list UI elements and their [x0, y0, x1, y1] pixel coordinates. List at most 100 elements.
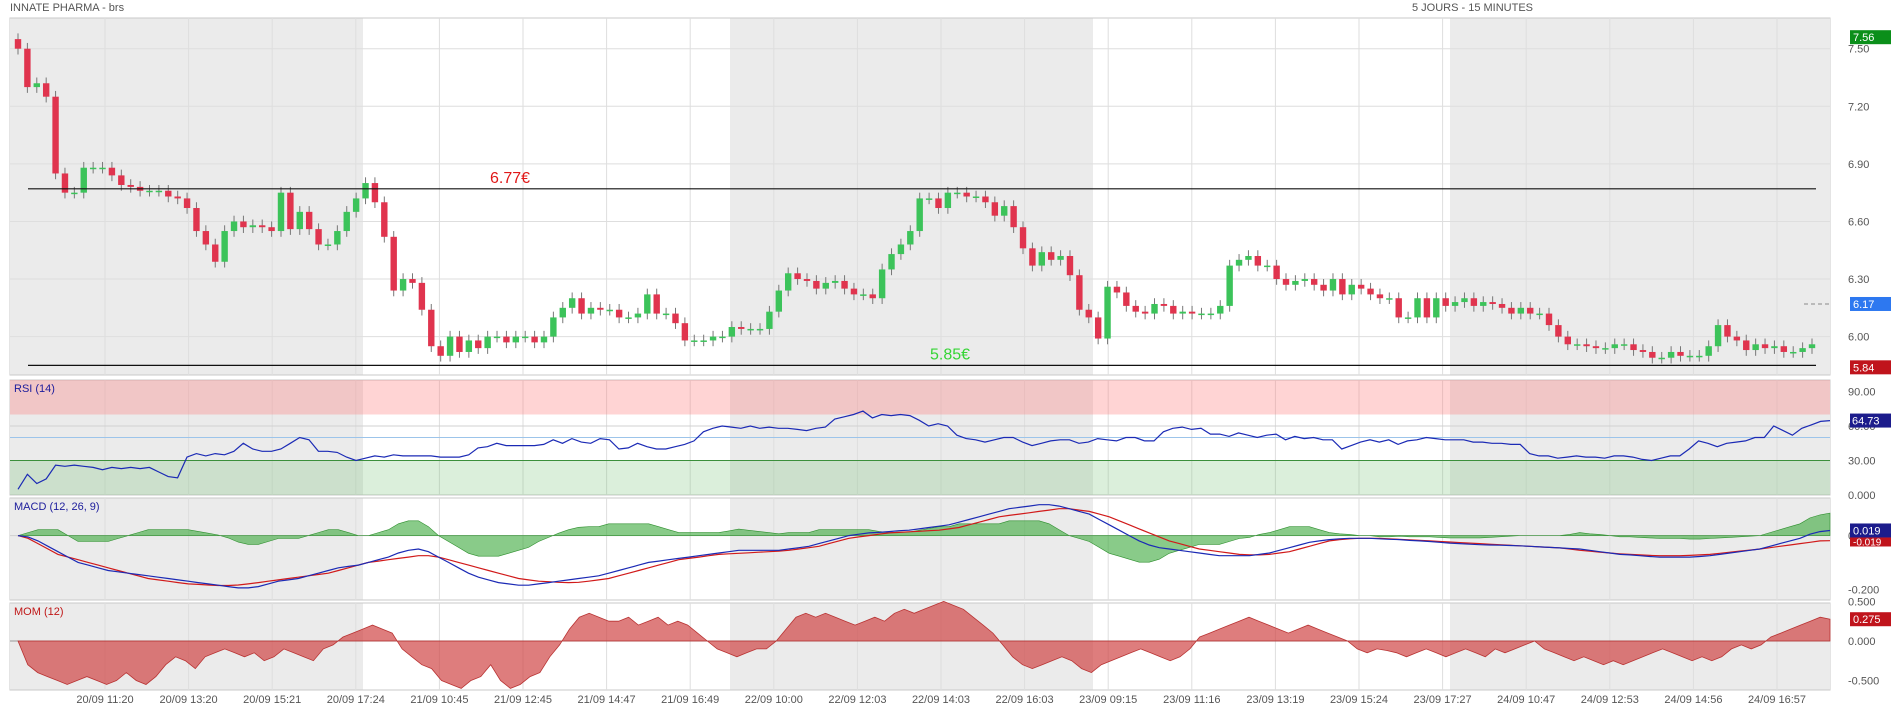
x-tick-label: 23/09 15:24: [1330, 694, 1388, 706]
candle-body: [1310, 279, 1318, 285]
candle-body: [888, 254, 895, 270]
candle-body: [1395, 298, 1402, 318]
candle-body: [597, 307, 604, 310]
candle-body: [1047, 252, 1055, 260]
candle-body: [343, 211, 350, 232]
candle-body: [212, 244, 219, 262]
candle-body: [522, 336, 529, 339]
level-label: 6.77€: [490, 170, 530, 187]
candle-body: [1066, 256, 1074, 276]
candle-body: [1273, 265, 1280, 280]
macd-line: [17, 504, 1831, 589]
x-tick-label: 21/09 10:45: [410, 694, 468, 706]
candle-body: [709, 336, 717, 341]
candle-body: [803, 279, 811, 281]
candle-body: [1808, 344, 1816, 349]
candle-body: [1489, 302, 1496, 304]
candle-body: [860, 294, 867, 296]
candle-body: [362, 183, 369, 199]
candle-body: [165, 190, 172, 197]
candle-body: [991, 202, 999, 216]
candle-body: [1498, 303, 1506, 308]
candle-body: [1179, 311, 1186, 314]
candle-body: [653, 294, 660, 314]
candle-body: [61, 173, 69, 193]
x-tick-label: 20/09 17:24: [327, 694, 385, 706]
macd-y-tick-label: -0.200: [1848, 584, 1879, 596]
candle-body: [1423, 298, 1431, 318]
candle-body: [80, 167, 87, 193]
candle-body: [475, 340, 482, 349]
candle-body: [259, 225, 266, 228]
candle-body: [615, 309, 623, 318]
candle-body: [277, 192, 285, 232]
candle-body: [1376, 294, 1384, 299]
candle-body: [118, 175, 125, 185]
x-tick-label: 23/09 13:19: [1246, 694, 1304, 706]
candle-body: [1282, 279, 1290, 285]
candle-body: [1573, 344, 1581, 346]
candle-body: [1404, 317, 1412, 319]
macd-signal-badge: [1850, 537, 1891, 547]
candle-body: [1564, 336, 1571, 345]
candle-body: [399, 279, 407, 291]
instrument-title: INNATE PHARMA - brs: [10, 2, 125, 14]
candle-body: [1527, 307, 1534, 314]
mom-y-tick-label: -0.500: [1848, 676, 1879, 688]
candle-body: [681, 323, 689, 341]
rsi-y-tick-label: 0.000: [1848, 490, 1876, 502]
candle-body: [1170, 305, 1177, 314]
candle-body: [897, 244, 905, 255]
candle-body: [784, 273, 792, 291]
price-y-tick-label: 6.00: [1848, 332, 1869, 344]
candle-body: [1292, 280, 1299, 285]
candle-body: [568, 298, 576, 308]
candle-body: [352, 198, 360, 212]
candle-body: [146, 190, 153, 193]
candle-body: [1686, 355, 1694, 358]
price-y-tick-label: 7.50: [1848, 44, 1869, 56]
rsi-title: RSI (14): [14, 383, 55, 395]
x-tick-label: 22/09 14:03: [912, 694, 970, 706]
rsi-y-tick-label: 90.00: [1848, 387, 1876, 399]
candle-body: [456, 336, 463, 352]
candle-body: [916, 198, 923, 232]
candle-body: [1771, 346, 1778, 349]
x-tick-label: 20/09 11:20: [76, 694, 133, 706]
candle-body: [831, 280, 839, 283]
period-label[interactable]: 5 JOURS - 15 MINUTES: [1411, 2, 1533, 14]
rsi-badge: [1850, 413, 1891, 428]
candle-body: [1705, 346, 1712, 356]
candle-body: [71, 192, 78, 195]
candle-body: [1517, 307, 1525, 314]
candle-body: [559, 307, 566, 318]
candle-body: [1264, 265, 1271, 268]
candle-body: [1217, 305, 1224, 314]
candle-body: [428, 309, 435, 347]
candle-body: [315, 229, 322, 245]
candle-body: [390, 236, 397, 291]
candle-body: [719, 336, 726, 339]
x-tick-label: 23/09 17:27: [1414, 694, 1472, 706]
candle-body: [249, 225, 257, 228]
candle-body: [1461, 298, 1468, 303]
candle-body: [1329, 279, 1337, 291]
candle-body: [1226, 265, 1233, 306]
price-badge-label: 5.84: [1853, 362, 1874, 374]
candle-body: [493, 336, 501, 339]
candle-body: [1141, 311, 1149, 314]
candle-body: [437, 346, 444, 356]
x-tick-label: 24/09 12:53: [1581, 694, 1639, 706]
candle-body: [587, 307, 595, 314]
candle-body: [24, 48, 31, 88]
candle-body: [1611, 344, 1618, 349]
candle-body: [907, 231, 914, 245]
candle-body: [1038, 252, 1046, 266]
candle-body: [662, 313, 670, 316]
candle-body: [944, 192, 952, 209]
mom-badge-label: 0.275: [1853, 614, 1881, 626]
price-y-tick-label: 6.90: [1848, 159, 1869, 171]
x-tick-label: 22/09 12:03: [828, 694, 886, 706]
candle-body: [1639, 350, 1647, 352]
candle-body: [334, 231, 341, 245]
